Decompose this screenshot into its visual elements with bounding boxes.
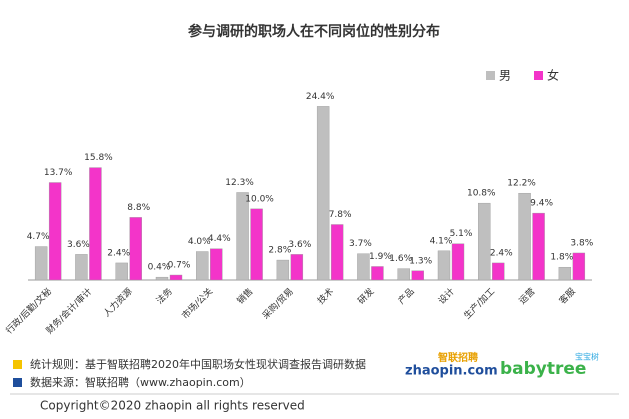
value-label: 5.1% (450, 229, 473, 239)
legend-label: 男 (499, 69, 511, 83)
value-label: 1.8% (550, 253, 573, 263)
value-label: 24.4% (306, 92, 335, 102)
x-tick-label: 销售 (234, 285, 255, 306)
value-label: 4.7% (27, 232, 50, 242)
bar (250, 208, 263, 281)
bar (532, 212, 545, 281)
bar (115, 262, 128, 281)
value-label: 8.8% (127, 203, 150, 213)
value-label: 12.3% (225, 178, 254, 188)
source-icon (13, 378, 22, 387)
x-tick-label: 法务 (154, 285, 175, 306)
bar (316, 106, 330, 281)
footer-source: 数据来源：智联招聘（www.zhaopin.com） (30, 375, 251, 389)
bar (236, 192, 249, 281)
bar (451, 243, 465, 281)
x-tick-label: 采购/贸易 (260, 285, 296, 321)
bar (518, 192, 531, 281)
footer-rule: 统计规则：基于智联招聘2020年中国职场女性现状调查报告调研数据 (30, 357, 366, 371)
x-tick-label: 生产/加工 (461, 285, 497, 321)
bar (357, 253, 370, 281)
logo-zhaopin: zhaopin.com (405, 364, 498, 379)
bar (75, 254, 88, 281)
bar (169, 274, 183, 281)
value-label: 1.3% (409, 256, 432, 266)
logo-zhaopin-cn: 智联招聘 (438, 351, 478, 364)
value-label: 1.6% (389, 254, 412, 264)
bar (290, 254, 304, 281)
x-tick-label: 运营 (516, 285, 537, 306)
x-tick-label: 人力资源 (101, 285, 135, 319)
logo-babytree: babytree (500, 359, 586, 379)
bar (478, 202, 491, 281)
legend-swatch (486, 71, 495, 80)
legend-label: 女 (547, 68, 559, 83)
x-tick-label: 设计 (436, 285, 457, 306)
bar (330, 224, 344, 281)
bar (89, 167, 102, 281)
bar (129, 217, 142, 281)
bar (437, 250, 451, 281)
value-label: 15.8% (84, 153, 113, 163)
rule-icon (13, 360, 22, 369)
bar (371, 266, 384, 281)
x-tick-label: 客服 (557, 285, 578, 306)
chart-title: 参与调研的职场人在不同岗位的性别分布 (188, 23, 440, 40)
x-tick-label: 产品 (395, 285, 416, 306)
bar (397, 268, 410, 281)
bar (276, 259, 290, 281)
bar (492, 262, 505, 281)
bar (411, 270, 424, 281)
logo-babytree-cn: 宝宝树 (575, 352, 599, 362)
x-tick-label: 技术 (315, 285, 336, 306)
value-label: 1.9% (369, 252, 392, 262)
bar (210, 248, 223, 281)
bar (34, 246, 48, 281)
x-tick-label: 市场/公关 (179, 285, 215, 321)
value-label: 9.4% (530, 199, 553, 209)
value-label: 12.2% (507, 179, 536, 189)
value-label: 10.0% (245, 194, 274, 204)
x-tick-label: 研发 (355, 285, 376, 306)
value-label: 2.8% (268, 246, 291, 256)
bar (572, 252, 586, 281)
value-label: 13.7% (44, 168, 73, 178)
value-label: 4.4% (208, 234, 231, 244)
copyright: Copyright©2020 zhaopin all rights reserv… (40, 399, 305, 413)
value-label: 3.7% (349, 239, 372, 249)
value-label: 0.4% (148, 263, 171, 273)
legend-swatch (534, 71, 543, 80)
value-label: 10.8% (467, 189, 496, 199)
value-label: 0.7% (168, 261, 191, 271)
value-label: 3.6% (288, 240, 311, 250)
bar (196, 251, 209, 281)
value-label: 2.4% (490, 248, 513, 258)
bar (48, 182, 62, 281)
bar (558, 266, 572, 281)
value-label: 4.0% (188, 237, 211, 247)
bar (155, 276, 169, 281)
value-label: 4.1% (430, 236, 453, 246)
value-label: 3.6% (67, 240, 90, 250)
value-label: 7.8% (329, 210, 352, 220)
value-label: 2.4% (107, 248, 130, 258)
value-label: 3.8% (570, 238, 593, 248)
